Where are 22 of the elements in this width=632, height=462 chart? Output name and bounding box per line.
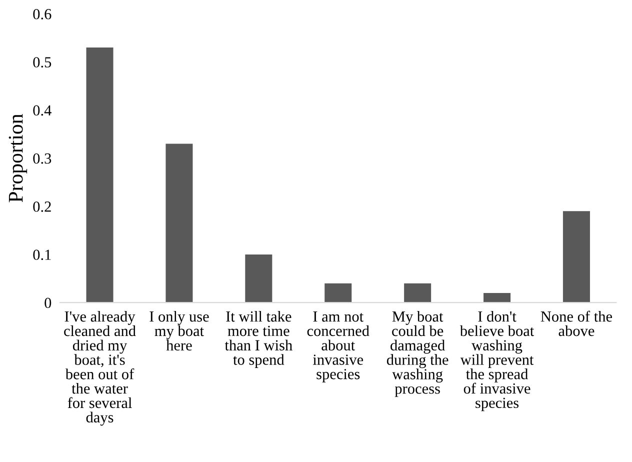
y-tick-label: 0.2 (33, 202, 51, 212)
bar (166, 144, 193, 303)
y-tick-label: 0.4 (33, 105, 52, 116)
y-tick-label: 0.6 (33, 9, 52, 20)
bar (324, 283, 352, 303)
x-tick-label: I've already cleaned and dried my boat, it's been out of the water for several days (64, 310, 136, 426)
y-axis-title: Proportion (8, 114, 28, 202)
x-tick-label: I am not concerned about invasive species (307, 312, 370, 382)
y-tick-label: 0.1 (33, 250, 51, 260)
x-tick-label: My boat could be damaged during the washing process (386, 310, 448, 397)
x-tick-label: I don't believe boat washing will prevent the spread of invasive species (460, 310, 534, 412)
bar (484, 292, 511, 303)
bar (404, 283, 432, 303)
x-tick-label: I only use my boat here (150, 310, 209, 351)
y-tick-label: 0.3 (33, 153, 52, 164)
x-tick-label: None of the above (540, 310, 612, 336)
bar (562, 211, 590, 303)
x-tick-label: It will take more time than I wish to spend (224, 310, 292, 368)
bar (245, 254, 272, 303)
y-tick-label: 0.5 (33, 57, 52, 68)
y-tick-label: 0 (44, 298, 52, 308)
bar (86, 48, 114, 303)
